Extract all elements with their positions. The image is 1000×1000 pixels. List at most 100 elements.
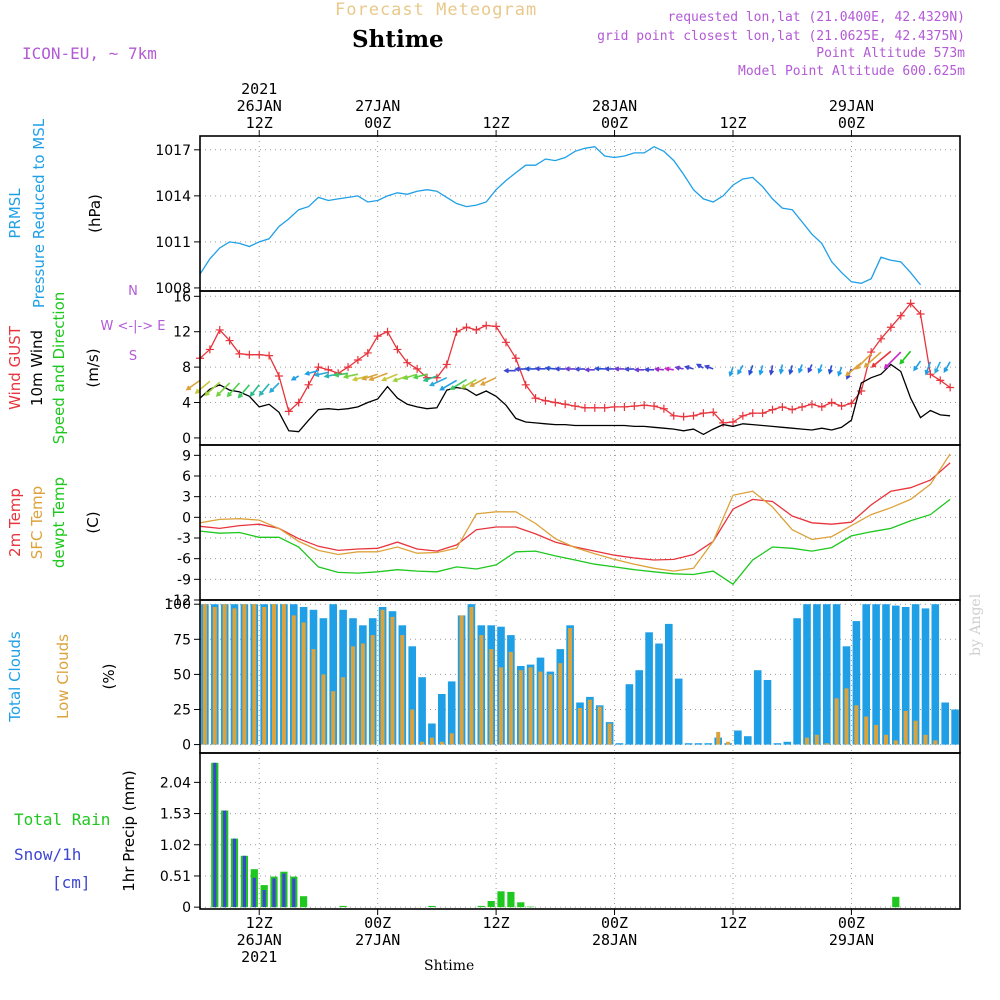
wind-ytick-label: 16 (173, 289, 191, 305)
wind-frame (199, 290, 961, 446)
top-time-label: 29JAN (829, 97, 874, 115)
rain-bar (477, 905, 485, 908)
rain-bar (300, 896, 308, 908)
point-altitude: Point Altitude 573m (816, 46, 965, 61)
gust-marker (817, 402, 826, 411)
wind-arrow (342, 373, 359, 379)
clouds-ylabel: Total Clouds (6, 631, 24, 723)
model-point-altitude: Model Point Altitude 600.625m (738, 64, 965, 79)
bottom-time-label: 00Z (601, 914, 628, 932)
low-cloud-bar (410, 709, 415, 745)
wind-arrow (674, 365, 684, 371)
wind-arrow (524, 366, 536, 372)
low-cloud-bar (331, 691, 336, 745)
wind-arrow (870, 350, 892, 368)
wind-arrow (737, 364, 744, 376)
temperature-panel: -12 -9 -6 -3 0 3 6 9 2m Temp SFC Temp dewpt Temp (C… (6, 444, 961, 609)
wind-arrow (728, 366, 734, 377)
low-cloud-bar (824, 743, 829, 745)
total-cloud-bar (892, 605, 900, 745)
gust-marker (788, 405, 797, 414)
low-cloud-bar (864, 716, 869, 745)
total-cloud-bar (803, 604, 811, 745)
gust-marker (541, 396, 550, 405)
precip-legend-label: Total Rain (14, 810, 110, 829)
total-cloud-bar (744, 736, 752, 745)
gust-marker (324, 365, 333, 374)
low-cloud-bar (321, 674, 326, 745)
wind-arrow (194, 380, 211, 394)
gust-marker (650, 402, 659, 411)
total-cloud-bar (931, 604, 940, 745)
wind-arrow (449, 378, 467, 390)
temperature-ylabel: 2m Temp (6, 488, 24, 557)
clouds-ylabel: (%) (100, 664, 118, 690)
top-time-label: 26JAN (237, 97, 282, 115)
gust-marker (748, 409, 757, 418)
location-name: Shtime (352, 26, 444, 53)
gust-marker (521, 380, 530, 389)
gust-marker (284, 407, 293, 416)
wind-compass-we: W <-|-> E (101, 319, 166, 334)
gust-marker (294, 398, 303, 407)
gust-marker (274, 371, 283, 380)
low-cloud-bar (449, 733, 454, 745)
total-cloud-bar (921, 608, 930, 745)
wind-arrow (574, 366, 585, 372)
rain-bar (527, 906, 535, 908)
wind-arrow (899, 350, 912, 365)
low-cloud-bar (814, 734, 819, 745)
gust-marker (403, 358, 412, 367)
total-cloud-bar (408, 646, 416, 745)
gust-marker (472, 325, 481, 334)
wind-arrow (258, 383, 270, 397)
gust-marker (531, 394, 540, 403)
gust-marker (906, 299, 915, 308)
wind-arrow (593, 366, 605, 372)
total-cloud-bar (763, 680, 772, 745)
bottom-time-label: 00Z (838, 914, 865, 932)
gust-marker (699, 409, 708, 418)
wind-arrow (934, 361, 942, 374)
precip-ytick-label: 1.02 (160, 838, 191, 854)
total-cloud-bar (447, 681, 456, 745)
wind-arrow (817, 364, 823, 374)
low-cloud-bar (903, 710, 908, 745)
low-cloud-bar (548, 674, 553, 745)
low-cloud-bar (933, 740, 938, 745)
wind-arrow (402, 373, 418, 380)
wind-compass-s: S (129, 349, 137, 364)
gust-marker (373, 332, 382, 341)
low-cloud-bar (272, 604, 276, 745)
wind-arrow (439, 379, 458, 391)
low-cloud-bar (587, 699, 592, 745)
gust-marker (669, 411, 678, 420)
gust-marker (709, 408, 718, 417)
low-cloud-bar (726, 741, 731, 745)
gust-marker (255, 350, 264, 359)
low-cloud-bar (805, 737, 809, 745)
gust-marker (492, 322, 501, 331)
low-cloud-bar (252, 604, 257, 745)
temperature-series-line (199, 498, 951, 586)
wind-arrow (768, 365, 775, 376)
wind-arrow (215, 382, 231, 397)
total-cloud-bar (793, 618, 801, 745)
wind-arrow (269, 382, 280, 393)
pressure-ytick-label: 1014 (155, 189, 191, 205)
wind-arrow (237, 384, 251, 399)
precip-ylabel: 1hr Precip (mm) (120, 770, 138, 891)
clouds-ytick-label: 75 (173, 632, 191, 648)
wind-ylabel: 10m Wind (28, 330, 46, 406)
low-cloud-bar (400, 635, 405, 745)
snow-bar (213, 762, 217, 908)
total-cloud-bar (832, 604, 841, 745)
low-cloud-bar (578, 708, 582, 745)
gust-marker (580, 403, 589, 412)
total-cloud-bar (438, 694, 446, 745)
gust-marker (798, 402, 807, 411)
total-cloud-bar (684, 743, 693, 745)
wind-arrow (368, 372, 388, 382)
low-cloud-bar (360, 643, 365, 745)
temperature-ylabel: dewpt Temp (50, 477, 68, 568)
